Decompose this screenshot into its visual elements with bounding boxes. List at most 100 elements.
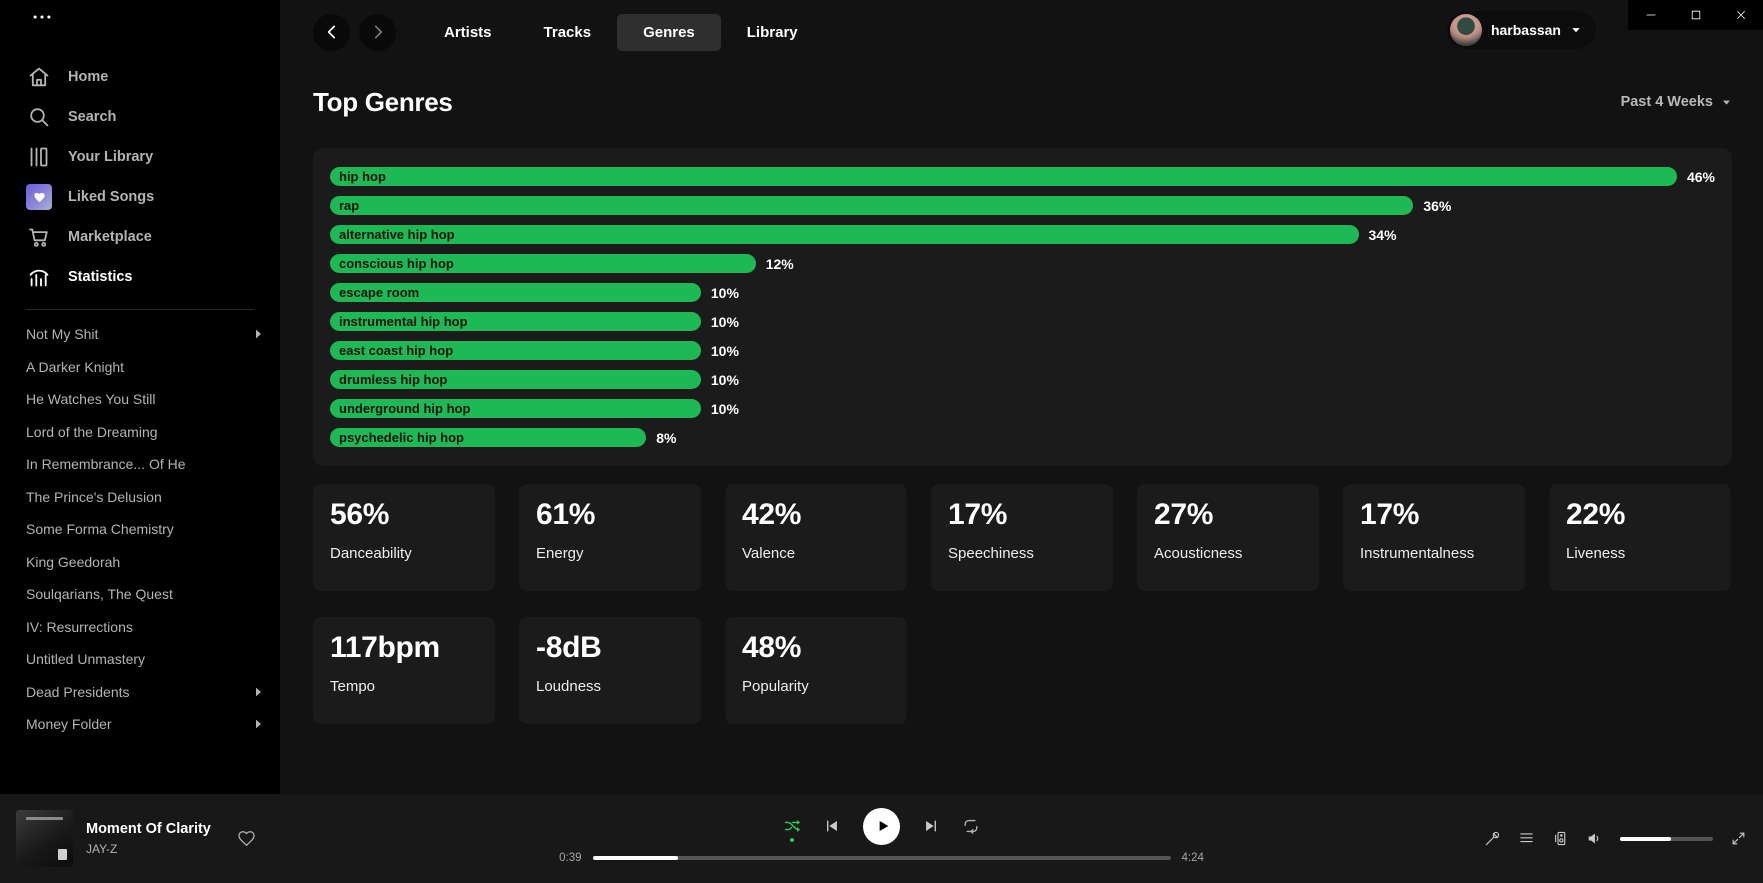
volume-icon[interactable] xyxy=(1586,830,1603,847)
sidebar-playlist-some-forma-chemistry[interactable]: Some Forma Chemistry xyxy=(26,513,280,546)
close-button[interactable] xyxy=(1718,0,1763,30)
track-artist[interactable]: JAY-Z xyxy=(86,842,118,856)
app-menu-ellipsis-icon[interactable] xyxy=(28,10,56,24)
genre-bar-value: 10% xyxy=(710,400,739,417)
sidebar-folder-not-my-shit[interactable]: Not My Shit xyxy=(26,318,280,351)
maximize-button[interactable] xyxy=(1673,0,1718,30)
sidebar-playlist-in-remembrance-of-he[interactable]: In Remembrance... Of He xyxy=(26,448,280,481)
stat-value: 56% xyxy=(330,498,390,531)
sidebar-item-liked-songs[interactable]: Liked Songs xyxy=(26,177,280,217)
minimize-button[interactable] xyxy=(1628,0,1673,30)
genre-bar-row: psychedelic hip hop 8% xyxy=(330,423,1715,452)
genre-bar-label: drumless hip hop xyxy=(339,372,448,387)
forward-button[interactable] xyxy=(359,13,396,51)
fullscreen-icon[interactable] xyxy=(1730,830,1747,847)
sidebar-playlist-lord-of-the-dreaming[interactable]: Lord of the Dreaming xyxy=(26,416,280,449)
stat-value: 22% xyxy=(1566,498,1626,531)
user-name: harbassan xyxy=(1490,22,1561,38)
playlist-label: Untitled Unmastery xyxy=(26,651,146,668)
sidebar-nav: Home Search Your Library Liked Songs Marketp… xyxy=(26,57,280,297)
back-button[interactable] xyxy=(313,13,350,51)
audio-feature-cards: 56% Danceability 61% Energy 42% Valence 17% Spe… xyxy=(313,484,1732,724)
genre-bar-row: rap 36% xyxy=(330,191,1715,220)
sidebar-playlist-untitled-unmastery[interactable]: Untitled Unmastery xyxy=(26,643,280,676)
genres-bar-chart: hip hop 46% rap 36% alternative hip hop 34% co… xyxy=(313,148,1732,466)
genre-bar-escape-room: escape room xyxy=(330,282,701,303)
previous-icon[interactable] xyxy=(823,817,841,835)
playlist-label: Soulqarians, The Quest xyxy=(26,586,173,603)
avatar xyxy=(1449,14,1482,46)
stat-label: Speechiness xyxy=(948,545,1034,562)
stat-card-speechiness: 17% Speechiness xyxy=(931,484,1113,591)
genre-bar-row: drumless hip hop 10% xyxy=(330,365,1715,394)
genre-bar-row: alternative hip hop 34% xyxy=(330,220,1715,249)
stat-value: 117bpm xyxy=(330,631,440,664)
sidebar-item-label: Search xyxy=(68,109,117,125)
tab-genres[interactable]: Genres xyxy=(617,13,721,51)
time-range-dropdown[interactable]: Past 4 Weeks xyxy=(1621,94,1732,110)
sidebar-item-home[interactable]: Home xyxy=(26,57,280,97)
stat-value: 17% xyxy=(1360,498,1420,531)
elapsed-time: 0:39 xyxy=(559,852,582,864)
player-right xyxy=(1484,830,1747,847)
track-info: Moment Of Clarity JAY-Z xyxy=(86,821,211,856)
time-range-label: Past 4 Weeks xyxy=(1620,94,1713,110)
repeat-icon[interactable] xyxy=(962,817,980,835)
playlist-label: Lord of the Dreaming xyxy=(26,423,158,440)
main-area: Artists Tracks Genres Library harbassan Top… xyxy=(280,0,1763,794)
genre-bar-value: 10% xyxy=(710,313,739,330)
stat-label: Liveness xyxy=(1566,545,1626,562)
genre-bar-label: hip hop xyxy=(339,169,386,184)
shuffle-icon[interactable] xyxy=(783,817,801,835)
stat-label: Valence xyxy=(742,545,796,562)
tab-tracks[interactable]: Tracks xyxy=(543,23,592,41)
sidebar-playlist-a-darker-knight[interactable]: A Darker Knight xyxy=(26,351,280,384)
heart-outline-icon[interactable] xyxy=(237,829,256,848)
genre-bar-conscious-hip-hop: conscious hip hop xyxy=(330,253,756,274)
sidebar-item-statistics[interactable]: Statistics xyxy=(26,257,280,297)
sidebar-folder-dead-presidents[interactable]: Dead Presidents xyxy=(26,676,280,709)
sidebar-item-search[interactable]: Search xyxy=(26,97,280,137)
seek-bar[interactable] xyxy=(592,856,1171,860)
statistics-chart-icon xyxy=(26,264,52,290)
genre-bar-drumless-hip-hop: drumless hip hop xyxy=(330,369,701,390)
play-button[interactable] xyxy=(863,807,900,845)
volume-slider[interactable] xyxy=(1620,836,1713,841)
tab-library[interactable]: Library xyxy=(746,23,798,41)
minimize-icon xyxy=(1644,8,1658,22)
user-menu[interactable]: harbassan xyxy=(1446,11,1596,49)
genre-bar-rap: rap xyxy=(330,195,1414,216)
track-title[interactable]: Moment Of Clarity xyxy=(86,821,211,837)
album-art[interactable] xyxy=(16,810,73,867)
sidebar-playlist-soulqarians-the-quest[interactable]: Soulqarians, The Quest xyxy=(26,578,280,611)
sidebar-folder-money-folder[interactable]: Money Folder xyxy=(26,708,280,741)
lyrics-mic-icon[interactable] xyxy=(1484,830,1501,847)
queue-icon[interactable] xyxy=(1518,830,1535,847)
maximize-icon xyxy=(1689,8,1703,22)
genre-bar-value: 10% xyxy=(710,342,739,359)
chevron-right-small-icon xyxy=(250,326,266,342)
genre-bar-value: 46% xyxy=(1686,168,1715,185)
chevron-right-small-icon xyxy=(250,716,266,732)
sidebar-item-marketplace[interactable]: Marketplace xyxy=(26,217,280,257)
sidebar-playlists: Not My Shit A Darker Knight He Watches You… xyxy=(26,318,280,741)
genre-bar-label: rap xyxy=(339,198,360,213)
stat-label: Loudness xyxy=(536,678,602,695)
genre-bar-label: underground hip hop xyxy=(339,401,471,416)
genre-bar-row: underground hip hop 10% xyxy=(330,394,1715,423)
marketplace-cart-icon xyxy=(26,224,52,250)
sidebar-playlist-king-geedorah[interactable]: King Geedorah xyxy=(26,546,280,579)
sidebar-playlist-iv-resurrections[interactable]: IV: Resurrections xyxy=(26,611,280,644)
tab-artists[interactable]: Artists xyxy=(444,23,492,41)
sidebar-playlist-the-prince-s-delusion[interactable]: The Prince's Delusion xyxy=(26,481,280,514)
genre-bar-alternative-hip-hop: alternative hip hop xyxy=(330,224,1359,245)
sidebar-item-your-library[interactable]: Your Library xyxy=(26,137,280,177)
chevron-left-icon xyxy=(323,23,341,41)
next-icon[interactable] xyxy=(922,817,940,835)
playlist-label: The Prince's Delusion xyxy=(26,488,162,505)
connect-device-icon[interactable] xyxy=(1552,830,1569,847)
sidebar-playlist-he-watches-you-still[interactable]: He Watches You Still xyxy=(26,383,280,416)
genre-bar-value: 10% xyxy=(710,284,739,301)
genre-bar-row: escape room 10% xyxy=(330,278,1715,307)
